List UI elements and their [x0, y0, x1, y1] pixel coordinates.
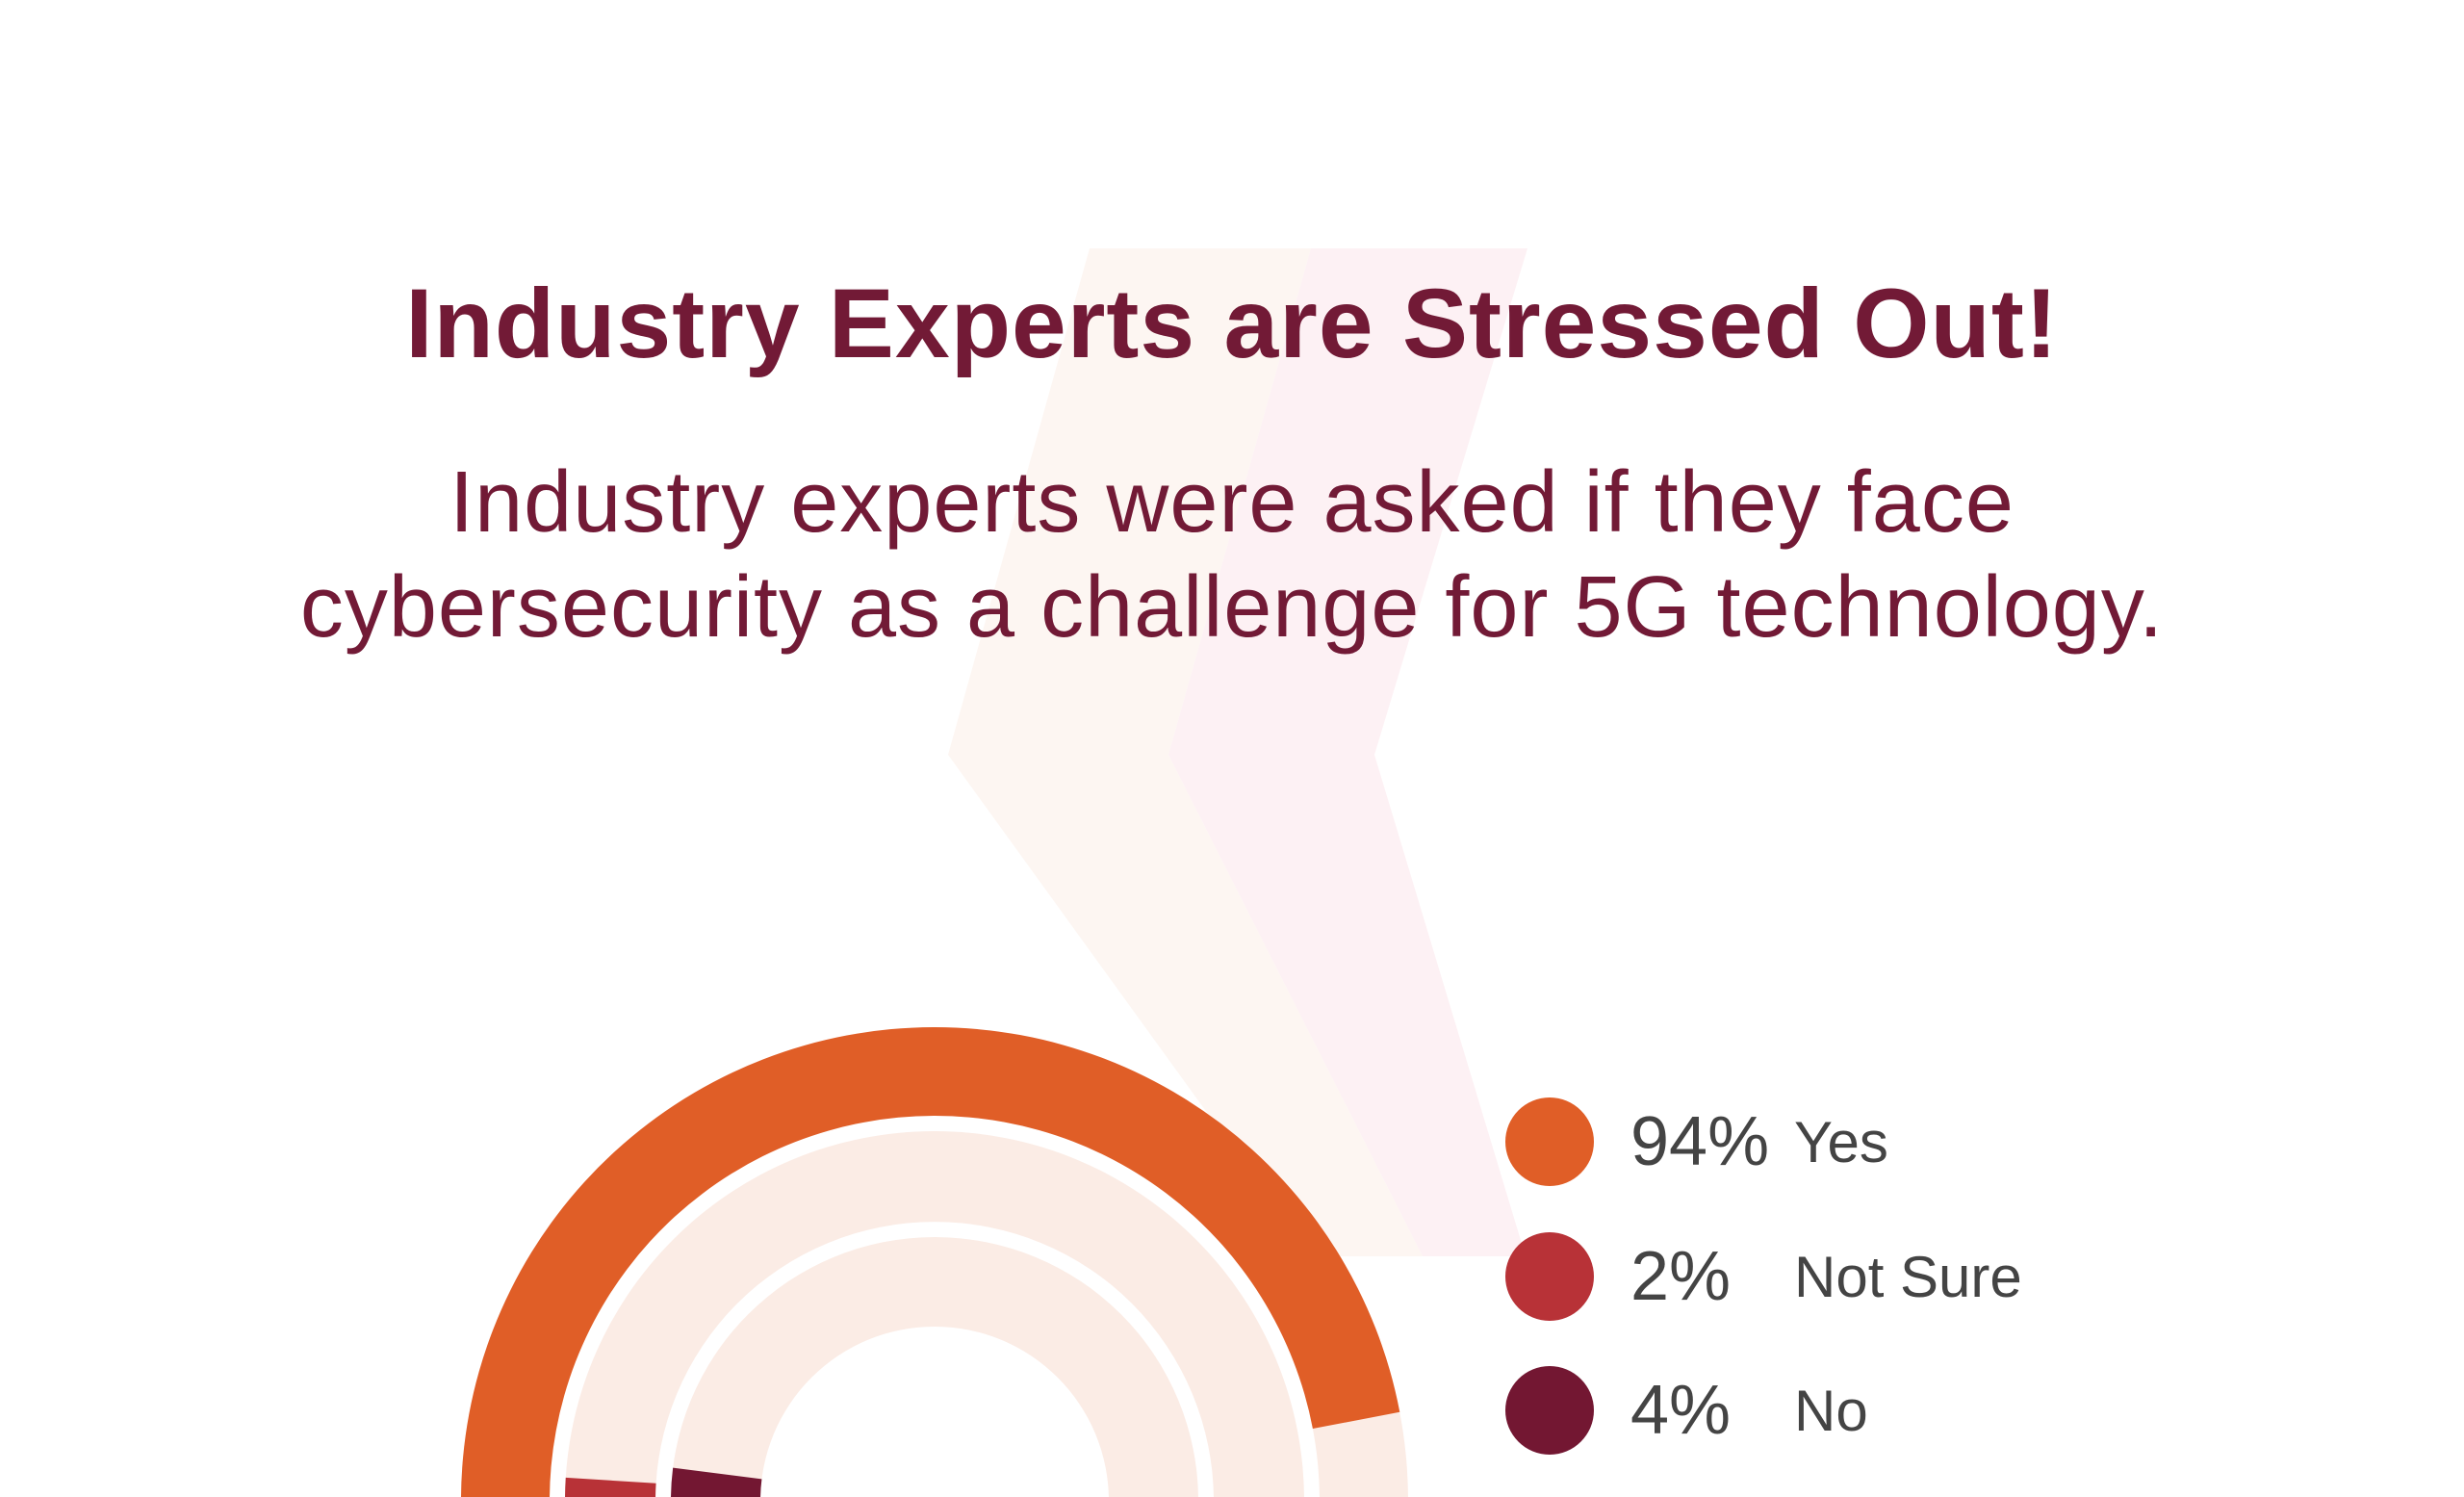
page-title: Industry Experts are Stressed Out! [405, 269, 2059, 378]
legend-dot-not-sure [1505, 1232, 1594, 1321]
background-chevron-left [948, 248, 1423, 1256]
ring-track-no [671, 1237, 1198, 1497]
page-subtitle: Industry experts were asked if they face… [0, 451, 2464, 660]
legend-percent-not-sure: 2% [1630, 1238, 1732, 1315]
legend-dot-no [1505, 1366, 1594, 1455]
ring-bar-yes [461, 1026, 1400, 1497]
ring-track-not-sure [565, 1131, 1304, 1497]
ring-bar-no [671, 1467, 762, 1497]
legend-label-yes: Yes [1794, 1109, 1888, 1174]
legend-item-yes: 94% Yes [1505, 1097, 1888, 1186]
legend-item-no: 4% No [1505, 1366, 1868, 1455]
ring-bar-not-sure [565, 1477, 656, 1497]
subtitle-line-1: Industry experts were asked if they face [449, 454, 2015, 551]
background-chevron-right [1168, 248, 1527, 1256]
legend-percent-yes: 94% [1630, 1103, 1770, 1180]
legend-item-not-sure: 2% Not Sure [1505, 1232, 2022, 1321]
legend-label-not-sure: Not Sure [1794, 1244, 2022, 1309]
legend-label-no: No [1794, 1378, 1868, 1443]
subtitle-line-2: cybersecurity as a challenge for 5G tech… [299, 559, 2165, 656]
legend-percent-no: 4% [1630, 1372, 1732, 1449]
legend-dot-yes [1505, 1097, 1594, 1186]
